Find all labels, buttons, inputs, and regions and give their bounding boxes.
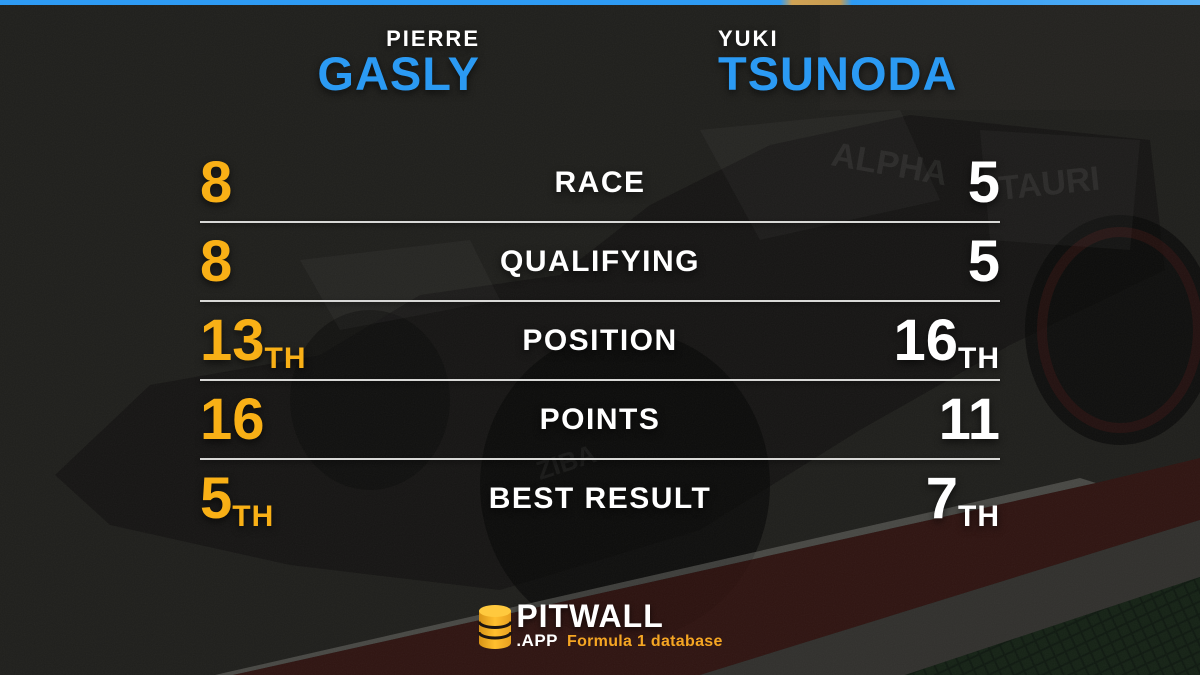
stat-row-best-result: 5 TH BEST RESULT 7 TH <box>0 459 1200 538</box>
database-icon <box>477 605 513 649</box>
stat-value-left: 5 TH <box>200 459 520 538</box>
stat-label: RACE <box>554 165 646 199</box>
stat-number: 11 <box>938 386 1000 452</box>
stat-number: 7 <box>925 465 958 531</box>
stat-suffix: TH <box>958 342 1000 375</box>
stat-label: POINTS <box>539 402 661 436</box>
stat-value-left: 8 <box>200 143 520 222</box>
stat-value-left: 8 <box>200 222 520 301</box>
driver-right-last-name: TSUNODA <box>718 47 958 100</box>
stat-suffix: TH <box>264 342 307 375</box>
stat-number: 13 <box>200 307 265 373</box>
row-separator <box>200 379 1000 381</box>
stat-value-left: 16 <box>200 380 520 459</box>
row-separator <box>200 458 1000 460</box>
top-accent-bar <box>0 0 1200 5</box>
stat-row-position: 13 TH POSITION 16 TH <box>0 301 1200 381</box>
stat-value-right: 16 TH <box>680 301 1000 380</box>
stat-number: 16 <box>200 386 265 452</box>
driver-left-last-name: GASLY <box>317 47 480 100</box>
brand-domain: .APP <box>516 631 558 650</box>
stat-suffix: TH <box>958 500 1000 533</box>
stat-value-right: 5 <box>680 143 1000 222</box>
stat-number: 16 <box>893 307 958 373</box>
stat-number: 8 <box>200 149 233 215</box>
stat-number: 5 <box>967 149 1000 215</box>
row-separator <box>200 221 1000 223</box>
driver-left-first-name: PIERRE <box>386 26 480 51</box>
driver-right-first-name: YUKI <box>718 26 779 51</box>
stat-value-right: 11 <box>680 380 1000 459</box>
driver-name-left: PIERRE GASLY <box>0 26 480 100</box>
stat-row-race: 8 RACE 5 <box>0 143 1200 223</box>
footer-brand: PITWALL .APP Formula 1 database <box>0 598 1200 650</box>
stat-label: QUALIFYING <box>500 244 700 278</box>
row-separator <box>200 300 1000 302</box>
brand-name: PITWALL <box>516 598 664 634</box>
stat-value-right: 7 TH <box>680 459 1000 538</box>
driver-name-right: YUKI TSUNODA <box>718 26 1200 100</box>
stat-label: POSITION <box>522 323 678 357</box>
stat-row-points: 16 POINTS 11 <box>0 380 1200 460</box>
stat-number: 5 <box>967 228 1000 294</box>
brand-tagline: Formula 1 database <box>567 633 723 650</box>
brand-subline: .APP Formula 1 database <box>516 632 722 650</box>
stats-table: 8 RACE 5 8 QUALIFYING 5 13 TH POSITION 16… <box>0 143 1200 538</box>
stat-row-qualifying: 8 QUALIFYING 5 <box>0 222 1200 302</box>
stat-suffix: TH <box>232 500 275 533</box>
stat-label: BEST RESULT <box>488 481 712 515</box>
stat-value-left: 13 TH <box>200 301 520 380</box>
brand-text-block: PITWALL .APP Formula 1 database <box>516 598 722 650</box>
stat-number: 8 <box>200 228 233 294</box>
stat-number: 5 <box>200 465 233 531</box>
stat-value-right: 5 <box>680 222 1000 301</box>
